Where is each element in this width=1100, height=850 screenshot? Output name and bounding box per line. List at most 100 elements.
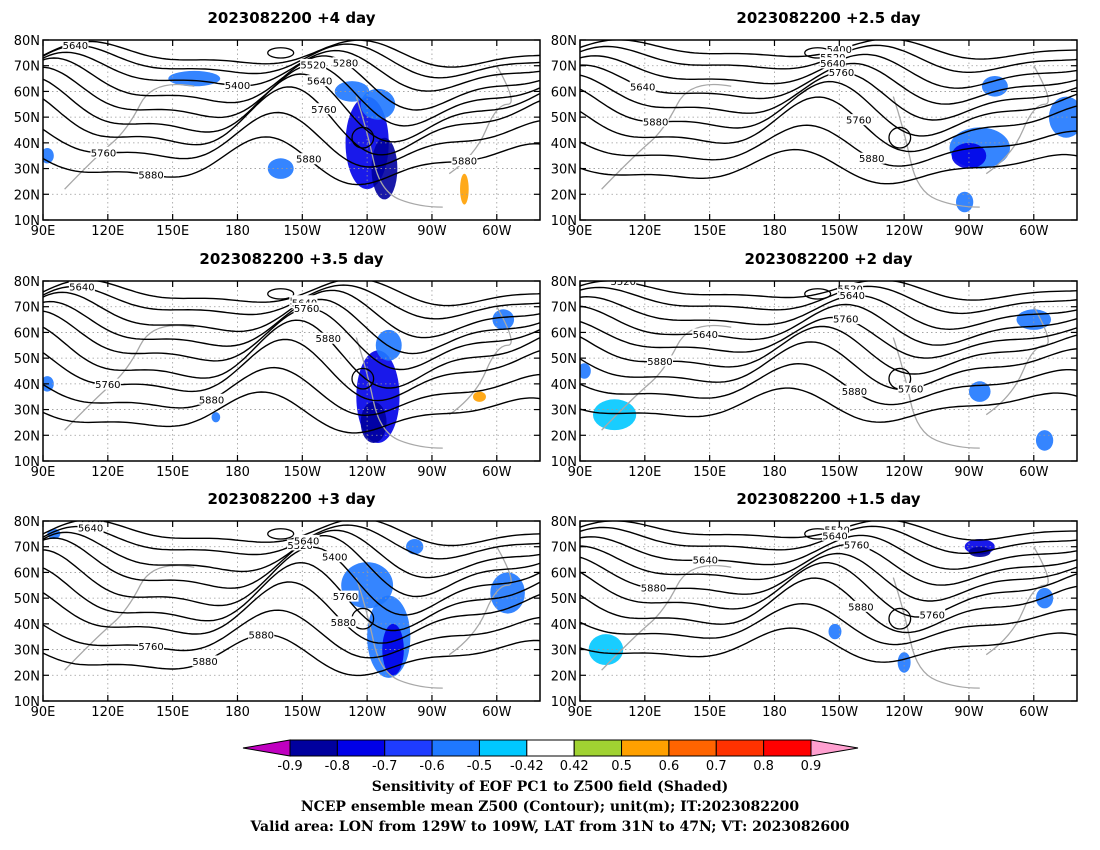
z500-contour <box>43 40 540 68</box>
y-tick-label: 80N <box>14 515 40 530</box>
x-tick-label: 60W <box>482 705 512 720</box>
contour-label: 5760 <box>832 313 859 326</box>
x-tick-label: 120E <box>628 465 661 480</box>
y-tick-label: 20N <box>551 669 577 684</box>
svg-text:5760: 5760 <box>919 610 944 621</box>
colorbar-bin <box>289 739 338 757</box>
y-tick-label: 10N <box>14 695 40 710</box>
coastline <box>355 577 443 689</box>
x-tick-label: 150W <box>283 705 321 720</box>
y-tick-label: 50N <box>551 352 577 367</box>
colorbar-tick-label: -0.8 <box>325 759 350 774</box>
z500-contour <box>580 148 1077 185</box>
svg-text:5880: 5880 <box>192 657 217 668</box>
contour-label: 5640 <box>819 57 846 70</box>
contour-label: 5880 <box>330 616 357 629</box>
y-tick-label: 40N <box>551 137 577 152</box>
panel-frame <box>579 280 1078 462</box>
z500-contour <box>43 535 540 598</box>
z500-contour <box>267 528 295 540</box>
z500-contour <box>43 366 540 417</box>
svg-text:5400: 5400 <box>322 553 347 564</box>
contour-label: 5760 <box>897 382 924 395</box>
svg-text:5760: 5760 <box>898 384 923 395</box>
y-tick-label: 10N <box>551 695 577 710</box>
contour-label: 5760 <box>138 640 165 653</box>
footer-line-1: Sensitivity of EOF PC1 to Z500 field (Sh… <box>372 779 728 795</box>
x-tick-label: 120E <box>628 224 661 239</box>
coastline <box>601 324 732 431</box>
panel-frame <box>42 520 541 702</box>
x-tick-label: 180 <box>225 705 250 720</box>
sensitivity-shading <box>211 412 221 423</box>
x-tick-label: 180 <box>762 224 787 239</box>
z500-contour <box>43 521 540 547</box>
z500-contour <box>43 319 540 389</box>
coastline <box>892 337 980 449</box>
contour-label: 5880 <box>451 155 478 168</box>
contour-label: 5640 <box>306 75 333 88</box>
svg-text:5880: 5880 <box>331 618 356 629</box>
sensitivity-shading <box>460 173 469 205</box>
contour-label: 5880 <box>640 582 667 595</box>
svg-text:5880: 5880 <box>641 584 666 595</box>
contour-label: 5880 <box>646 355 673 368</box>
map-panel: 2023082200 +3.5 day552056405520564057605… <box>14 250 541 480</box>
sensitivity-shading <box>406 539 424 555</box>
contour-label: 5760 <box>845 114 872 127</box>
y-tick-label: 80N <box>14 275 40 290</box>
x-tick-label: 120E <box>628 705 661 720</box>
z500-contour <box>580 562 1077 618</box>
contour-label: 5640 <box>821 529 848 542</box>
y-tick-label: 70N <box>14 541 40 556</box>
svg-text:5400: 5400 <box>225 81 250 92</box>
y-tick-label: 70N <box>551 541 577 556</box>
svg-text:5640: 5640 <box>840 291 865 302</box>
z500-contour <box>580 341 1077 391</box>
colorbar-tick-label: 0.6 <box>659 759 680 774</box>
contour-label: 5880 <box>841 385 868 398</box>
y-tick-label: 30N <box>551 163 577 178</box>
svg-text:5880: 5880 <box>199 395 224 406</box>
x-tick-label: 90W <box>954 705 984 720</box>
x-tick-label: 120W <box>348 465 386 480</box>
x-tick-label: 120W <box>885 465 923 480</box>
z500-contour <box>43 561 540 632</box>
colorbar-tick-label: -0.5 <box>467 759 492 774</box>
y-tick-label: 40N <box>14 618 40 633</box>
y-tick-label: 50N <box>551 592 577 607</box>
z500-contour <box>351 126 375 149</box>
contour-label: 5760 <box>293 302 320 315</box>
y-tick-label: 10N <box>14 214 40 229</box>
y-tick-label: 60N <box>14 85 40 100</box>
y-tick-label: 60N <box>551 85 577 100</box>
sensitivity-shading <box>951 142 987 169</box>
x-tick-label: 150W <box>820 224 858 239</box>
svg-text:5640: 5640 <box>63 41 88 52</box>
coastline <box>892 577 980 689</box>
x-tick-label: 150E <box>693 465 726 480</box>
footer: Sensitivity of EOF PC1 to Z500 field (Sh… <box>249 779 849 835</box>
z500-contour <box>351 367 375 390</box>
svg-text:5280: 5280 <box>333 59 358 70</box>
y-tick-label: 70N <box>14 301 40 316</box>
svg-text:5760: 5760 <box>833 315 858 326</box>
coastline <box>355 96 443 208</box>
contour-label: 5880 <box>858 152 885 165</box>
svg-text:5760: 5760 <box>138 642 163 653</box>
colorbar-low-arrow <box>242 739 291 757</box>
z500-contour <box>888 607 912 630</box>
panel-title: 2023082200 +1.5 day <box>736 490 920 508</box>
svg-text:5640: 5640 <box>630 83 655 94</box>
z500-contour <box>580 602 1077 646</box>
coastline <box>448 306 512 416</box>
y-tick-label: 80N <box>551 515 577 530</box>
y-tick-label: 40N <box>14 378 40 393</box>
x-tick-label: 120E <box>91 705 124 720</box>
contour-label: 5280 <box>332 57 359 70</box>
y-tick-label: 80N <box>14 34 40 49</box>
y-tick-label: 60N <box>14 566 40 581</box>
z500-contour <box>43 581 540 644</box>
svg-text:5880: 5880 <box>316 334 341 345</box>
